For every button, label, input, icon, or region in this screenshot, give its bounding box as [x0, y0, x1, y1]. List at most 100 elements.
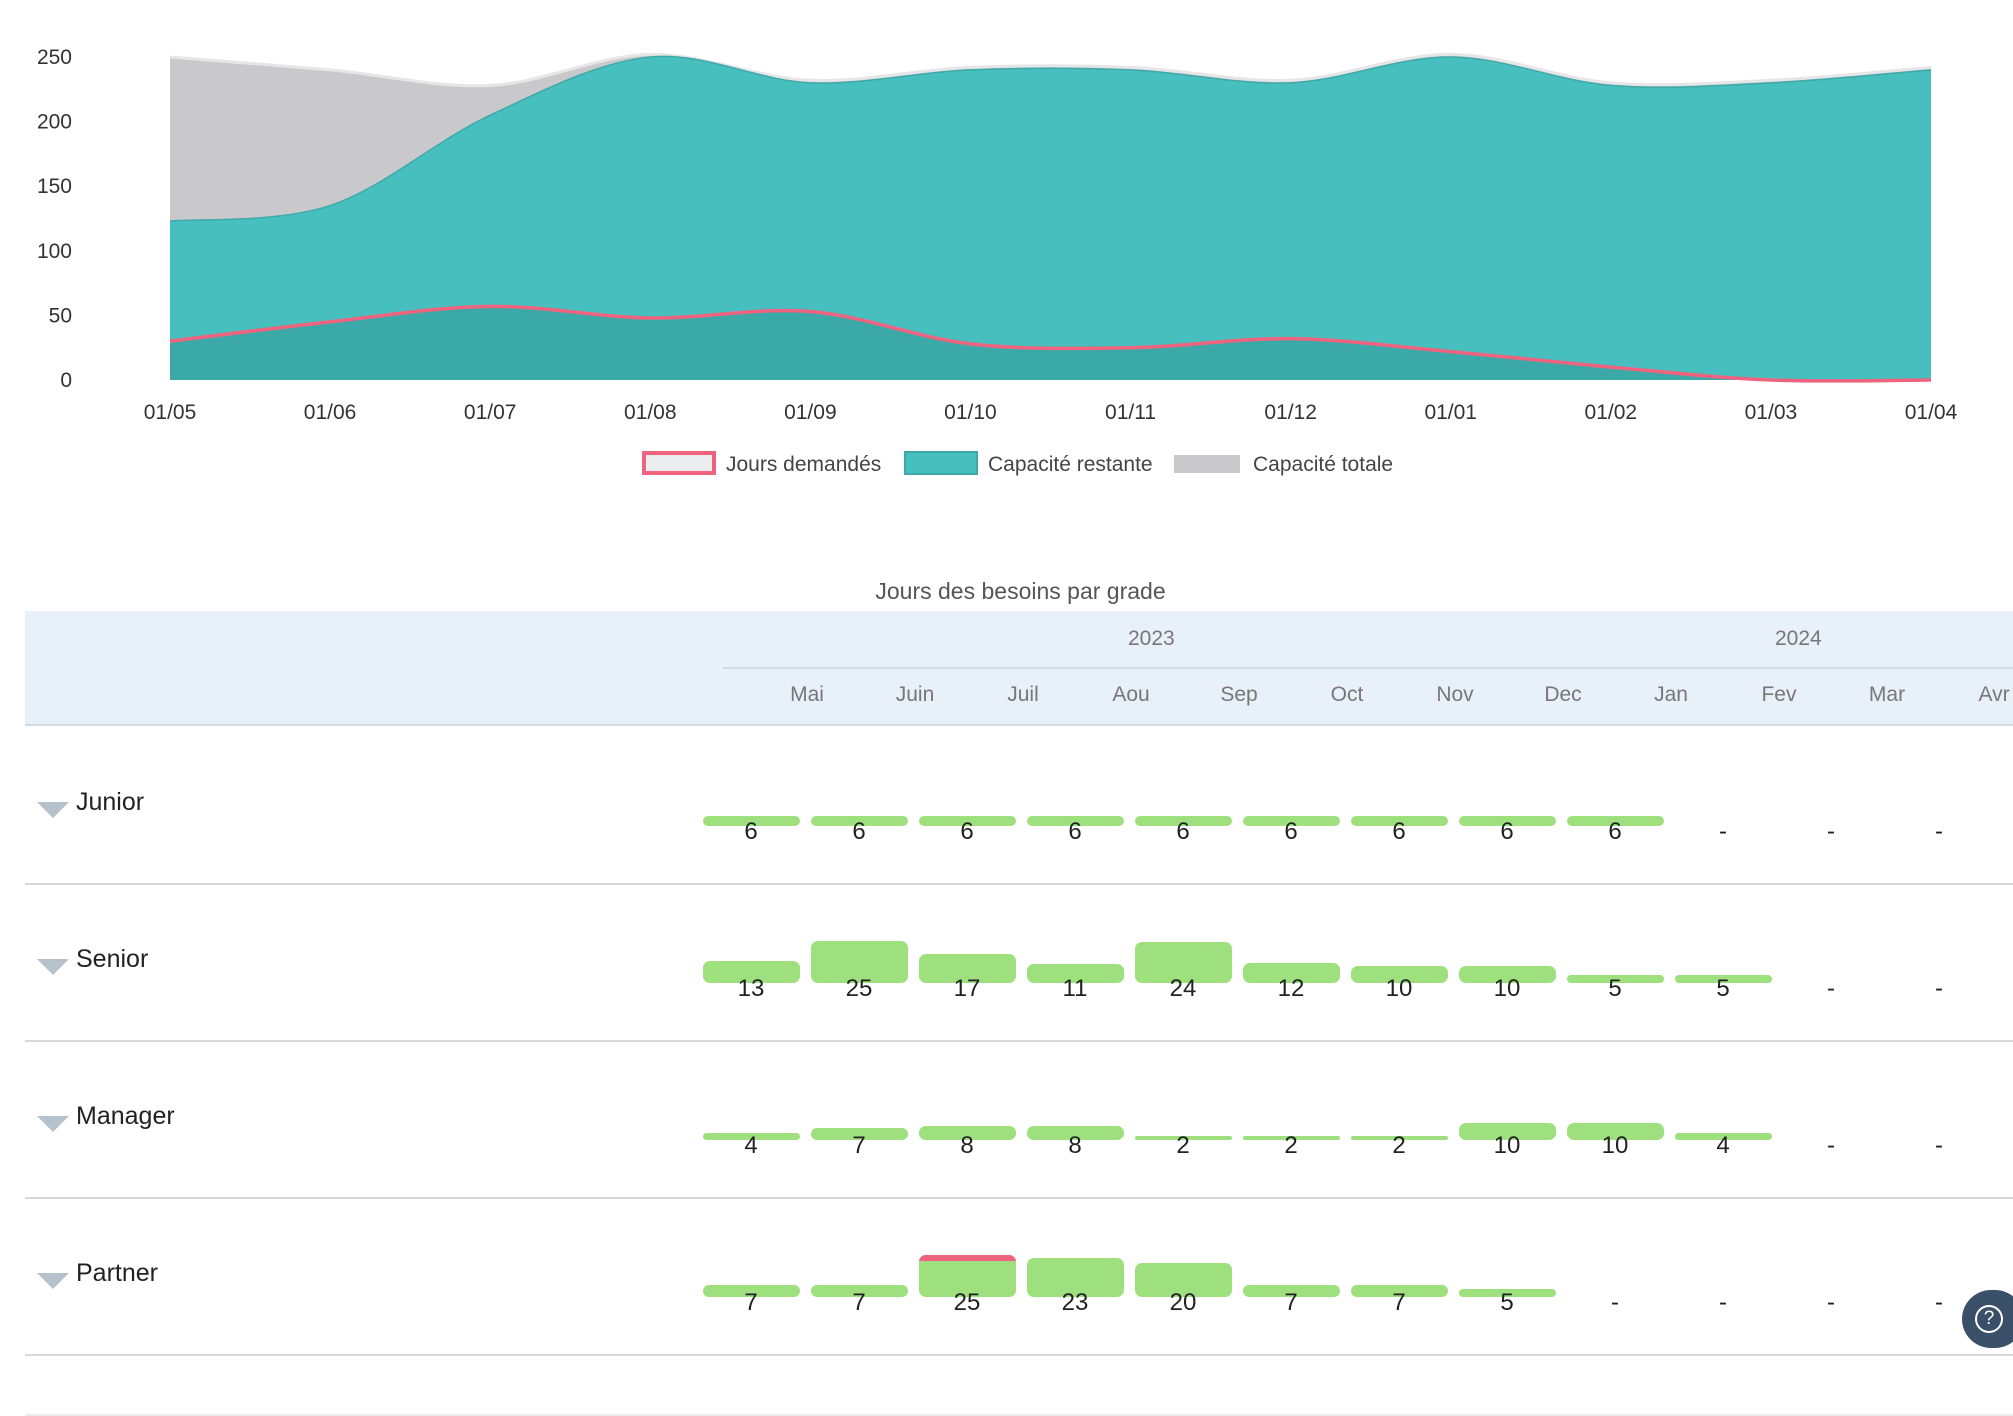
caret-down-icon[interactable]	[37, 802, 69, 818]
cell-value: 6	[852, 818, 866, 845]
cell-value: -	[1719, 818, 1727, 845]
month-label: Jan	[1654, 683, 1688, 706]
cell-value: -	[1827, 818, 1835, 845]
cell-value: 6	[960, 818, 974, 845]
need-bar[interactable]	[919, 1126, 1016, 1140]
grade-label: Senior	[76, 945, 149, 973]
cell-value: -	[1827, 1132, 1835, 1159]
month-label: Oct	[1330, 683, 1364, 706]
cell-value: 6	[1284, 818, 1298, 845]
grid-title: Jours des besoins par grade	[875, 578, 1166, 604]
need-bar[interactable]	[1243, 1285, 1340, 1297]
need-bar[interactable]	[811, 815, 908, 826]
need-bar[interactable]	[1351, 815, 1448, 826]
cell-value: 7	[852, 1289, 866, 1316]
cell-value: 4	[744, 1132, 758, 1159]
y-tick-label: 50	[49, 304, 72, 327]
bar-overflow-marker	[919, 1254, 1016, 1261]
cell-value: 24	[1169, 975, 1197, 1002]
cell-value: 5	[1716, 975, 1730, 1002]
x-tick-label: 01/11	[1105, 401, 1156, 424]
need-bar[interactable]	[1135, 1136, 1232, 1140]
cell-value: 6	[1176, 818, 1190, 845]
y-tick-label: 150	[37, 175, 72, 198]
cell-value: 12	[1277, 975, 1305, 1002]
x-tick-label: 01/12	[1264, 401, 1317, 424]
need-bar[interactable]	[919, 1254, 1016, 1297]
need-bar[interactable]	[1351, 1136, 1448, 1140]
need-bar[interactable]	[1675, 974, 1772, 983]
need-bar[interactable]	[1675, 1133, 1772, 1140]
cell-value: -	[1935, 818, 1943, 845]
need-bar[interactable]	[1567, 1123, 1664, 1140]
need-bar[interactable]	[811, 1285, 908, 1297]
need-bar[interactable]	[1459, 966, 1556, 983]
series-line-capacite-totale	[169, 52, 1932, 88]
y-tick-label: 200	[37, 111, 72, 134]
need-bar[interactable]	[919, 815, 1016, 826]
legend-label: Capacité restante	[988, 453, 1153, 476]
need-bar[interactable]	[1459, 1288, 1556, 1297]
grade-row-manager: Manager 4 7 8 8 2 2 2 10 10 4 - -	[25, 1040, 2013, 1199]
need-bar[interactable]	[1459, 1123, 1556, 1140]
month-label: Mar	[1868, 683, 1906, 706]
need-bar[interactable]	[1135, 815, 1232, 826]
help-button[interactable]: ?	[1962, 1290, 2013, 1348]
cell-value: -	[1935, 1132, 1943, 1159]
cell-value: 10	[1493, 1132, 1521, 1159]
series-line-capacite-restante	[169, 55, 1932, 222]
x-tick-label: 01/06	[304, 401, 357, 424]
cell-value: 6	[744, 818, 758, 845]
need-bar[interactable]	[1135, 1263, 1232, 1297]
caret-down-icon[interactable]	[37, 1116, 69, 1132]
need-bar[interactable]	[703, 960, 800, 983]
need-bar[interactable]	[1243, 1136, 1340, 1140]
need-bar[interactable]	[1567, 815, 1664, 826]
x-tick-label: 01/10	[944, 401, 997, 424]
legend-label: Capacité totale	[1253, 453, 1393, 476]
need-bar[interactable]	[1243, 815, 1340, 826]
need-bar[interactable]	[811, 940, 908, 983]
need-bar[interactable]	[1243, 962, 1340, 983]
caret-down-icon[interactable]	[37, 959, 69, 975]
cell-value: 25	[845, 975, 873, 1002]
cell-value: -	[1935, 1289, 1943, 1316]
cell-value: 6	[1068, 818, 1082, 845]
cell-value: 5	[1608, 975, 1622, 1002]
series-line-jours-demandes	[169, 304, 1932, 383]
year-divider	[723, 667, 2013, 669]
need-bar[interactable]	[1027, 964, 1124, 983]
cell-value: 8	[1068, 1132, 1082, 1159]
cell-value: 13	[737, 975, 765, 1002]
need-bar[interactable]	[1027, 1126, 1124, 1140]
legend-swatch-jours-demandes	[642, 451, 716, 475]
need-bar[interactable]	[1567, 974, 1664, 983]
series-area-capacite-restante	[170, 56, 1931, 381]
cell-value: -	[1935, 975, 1943, 1002]
need-bar[interactable]	[1027, 1257, 1124, 1297]
month-label: Fev	[1761, 683, 1797, 706]
need-bar[interactable]	[1459, 815, 1556, 826]
cell-value: 11	[1062, 975, 1088, 1002]
x-tick-label: 01/05	[144, 401, 197, 424]
cell-value: 2	[1392, 1132, 1406, 1159]
cell-value: 7	[1392, 1289, 1406, 1316]
caret-down-icon[interactable]	[37, 1273, 69, 1289]
month-label: Nov	[1436, 683, 1474, 706]
need-bar[interactable]	[703, 815, 800, 826]
cell-value: 8	[960, 1132, 974, 1159]
need-bar[interactable]	[811, 1128, 908, 1140]
y-tick-label: 0	[60, 369, 72, 392]
x-tick-label: 01/07	[464, 401, 517, 424]
need-bar[interactable]	[1027, 815, 1124, 826]
need-bar[interactable]	[1135, 942, 1232, 983]
need-bar[interactable]	[703, 1133, 800, 1140]
x-tick-label: 01/04	[1905, 401, 1958, 424]
cell-value: 10	[1601, 1132, 1629, 1159]
grade-label: Partner	[76, 1259, 158, 1287]
need-bar[interactable]	[1351, 1285, 1448, 1297]
cell-value: 2	[1284, 1132, 1298, 1159]
need-bar[interactable]	[919, 954, 1016, 983]
need-bar[interactable]	[1351, 966, 1448, 983]
need-bar[interactable]	[703, 1285, 800, 1297]
